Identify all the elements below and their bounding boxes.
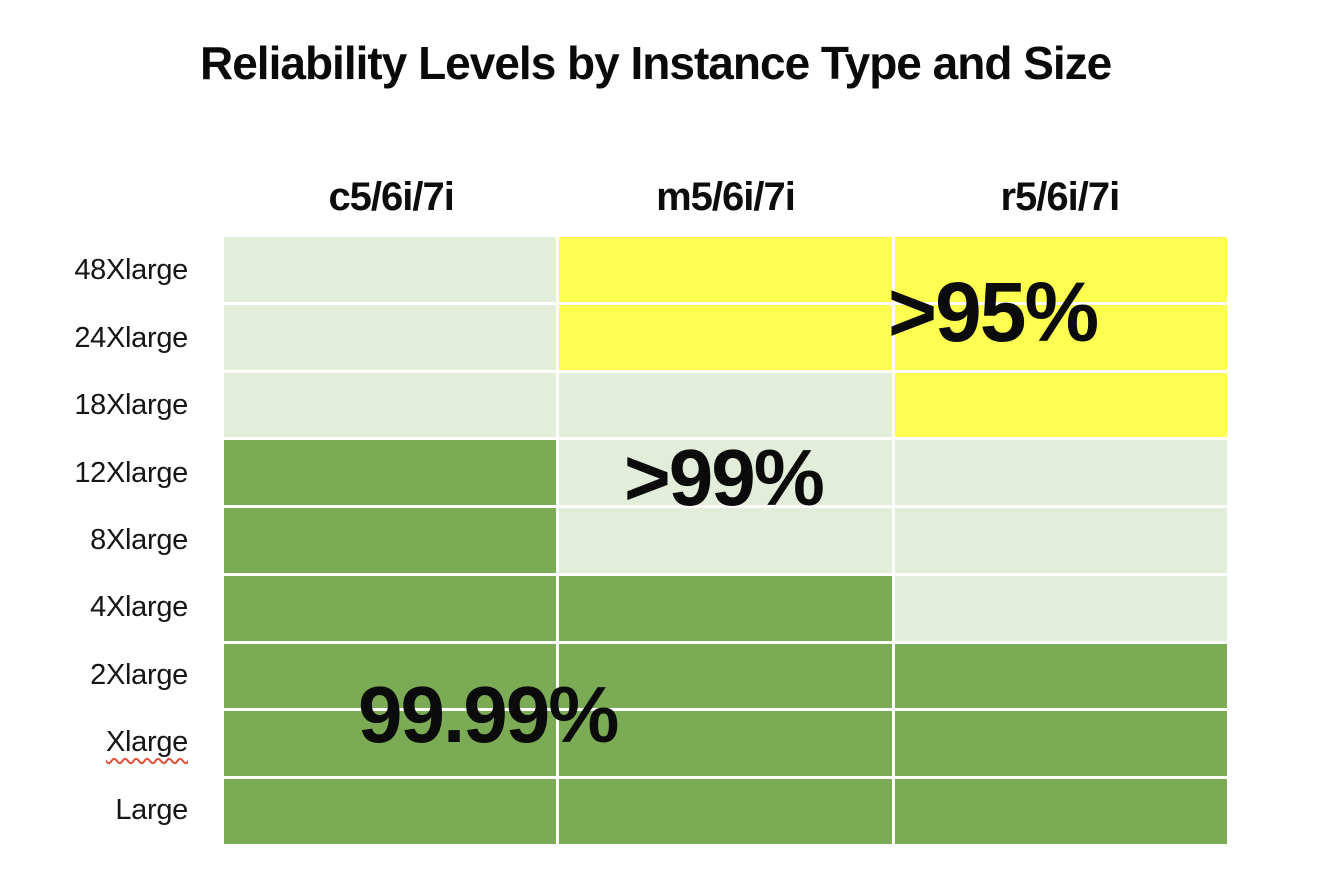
grid-cell xyxy=(894,779,1227,844)
cell-value-annotation-9999: 99.99% xyxy=(358,670,619,759)
row-label: 24Xlarge xyxy=(74,321,188,354)
grid-cell xyxy=(894,711,1227,777)
chart-title: Reliability Levels by Instance Type and … xyxy=(200,37,1112,89)
row-label: 12Xlarge xyxy=(74,456,188,489)
grid-cell xyxy=(894,508,1227,573)
grid-cell xyxy=(894,304,1227,370)
grid-cell xyxy=(224,440,557,506)
grid-cell xyxy=(224,237,557,302)
row-labels: 48Xlarge 24Xlarge 18Xlarge 12Xlarge 8Xlarge 4… xyxy=(0,237,188,844)
cell-value-annotation-95: >95% xyxy=(888,265,1099,359)
row-label: 8Xlarge xyxy=(90,523,188,556)
row-label: 2Xlarge xyxy=(90,658,188,691)
grid-cell xyxy=(894,440,1227,506)
grid-cell xyxy=(559,304,892,370)
grid-cell xyxy=(894,575,1227,641)
column-header: m5/6i/7i xyxy=(656,175,796,219)
grid-cell xyxy=(559,372,892,438)
grid-cell xyxy=(894,372,1227,438)
grid-cell xyxy=(559,643,892,709)
grid-cell xyxy=(224,643,557,709)
row-label: Xlarge xyxy=(105,726,188,759)
grid-cell xyxy=(224,575,557,641)
grid-cell xyxy=(224,372,557,438)
column-header: r5/6i/7i xyxy=(1000,175,1120,219)
cell-value-annotation-99: >99% xyxy=(624,433,825,522)
grid-cell xyxy=(559,711,892,777)
grid-cell xyxy=(559,440,892,506)
grid-cell xyxy=(224,711,557,777)
row-label: 48Xlarge xyxy=(74,254,188,287)
grid-cell xyxy=(559,575,892,641)
grid-cell xyxy=(559,237,892,302)
grid-cell xyxy=(559,508,892,573)
row-label: Large xyxy=(115,793,188,826)
row-label: 18Xlarge xyxy=(74,389,188,422)
grid-cell xyxy=(559,779,892,844)
grid-cell xyxy=(224,779,557,844)
column-header: c5/6i/7i xyxy=(328,175,454,219)
column-headers: c5/6i/7i m5/6i/7i r5/6i/7i xyxy=(224,175,1227,219)
grid-cell xyxy=(894,237,1227,302)
grid-cell xyxy=(224,508,557,573)
row-label: 4Xlarge xyxy=(90,591,188,624)
grid-cell xyxy=(894,643,1227,709)
heatmap-grid xyxy=(224,237,1227,844)
grid-cell xyxy=(224,304,557,370)
